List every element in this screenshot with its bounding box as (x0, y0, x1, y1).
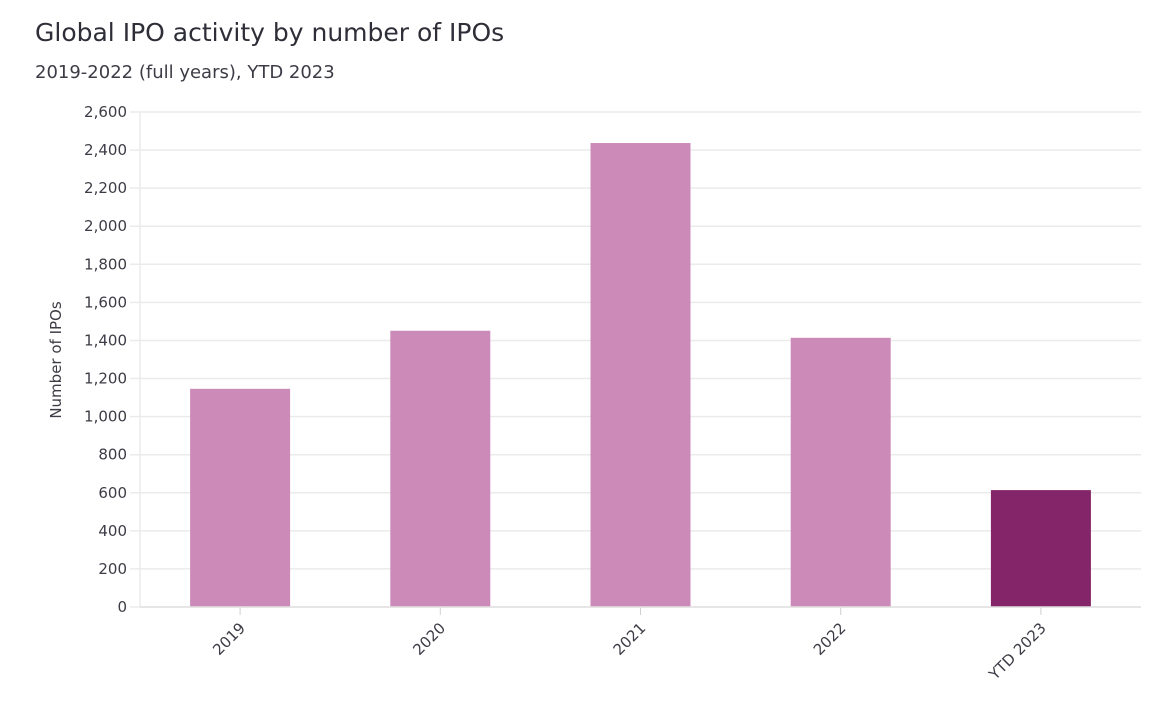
y-tick-label: 1,600 (84, 293, 127, 311)
x-tick-label: YTD 2023 (985, 619, 1050, 684)
y-tick-label: 2,000 (84, 217, 127, 235)
y-tick-label: 2,600 (84, 103, 127, 121)
bar-2022 (790, 337, 891, 607)
y-tick-label: 400 (98, 522, 127, 540)
chart-title: Global IPO activity by number of IPOs (35, 18, 505, 47)
bar-2021 (590, 143, 691, 607)
bar-ytd-2023 (990, 490, 1091, 607)
bar-2020 (390, 330, 491, 607)
y-tick-label: 1,800 (84, 255, 127, 273)
y-tick-label: 1,000 (84, 408, 127, 426)
y-tick-label: 200 (98, 560, 127, 578)
x-tick-label: 2019 (209, 619, 249, 659)
y-tick-label: 1,400 (84, 331, 127, 349)
y-tick-label: 2,200 (84, 179, 127, 197)
chart-subtitle: 2019-2022 (full years), YTD 2023 (35, 62, 335, 83)
x-tick-label: 2020 (409, 619, 449, 659)
bar-2019 (190, 388, 291, 607)
x-tick-label: 2022 (810, 619, 850, 659)
x-tick-label: 2021 (610, 619, 650, 659)
y-tick-label: 800 (98, 446, 127, 464)
y-tick-label: 2,400 (84, 141, 127, 159)
y-tick-label: 1,200 (84, 370, 127, 388)
y-tick-label: 600 (98, 484, 127, 502)
y-axis-label: Number of IPOs (47, 301, 65, 419)
y-tick-label: 0 (117, 598, 127, 616)
